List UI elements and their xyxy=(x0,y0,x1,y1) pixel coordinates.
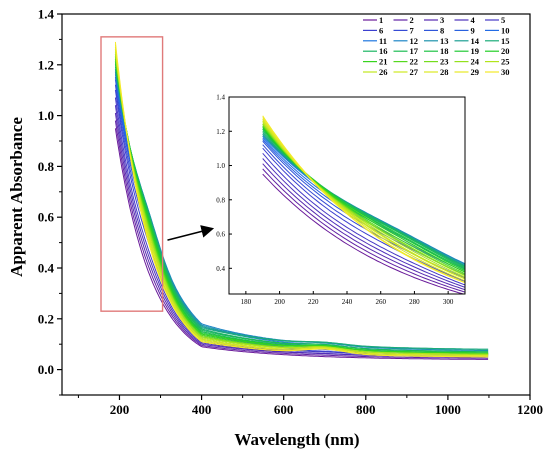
series-line-15 xyxy=(114,66,489,350)
y-axis-ticks: 0.0 0.2 0.4 0.6 0.8 1.0 1.2 1.4 xyxy=(38,7,62,396)
legend-label-27: 27 xyxy=(410,67,419,77)
inset-x-tick-label: 300 xyxy=(443,298,454,306)
y-tick-label: 1.2 xyxy=(38,57,54,72)
legend-label-26: 26 xyxy=(379,67,388,77)
legend-label-3: 3 xyxy=(440,15,444,25)
plot-border xyxy=(61,13,531,396)
legend-label-9: 9 xyxy=(471,25,475,35)
legend-label-11: 11 xyxy=(379,36,387,46)
legend-label-28: 28 xyxy=(440,67,449,77)
inset-x-tick-label: 180 xyxy=(241,298,252,306)
x-tick-label: 1200 xyxy=(517,402,543,417)
legend-label-2: 2 xyxy=(410,15,414,25)
inset-zoom-chart: 180 200 220 240 260 280 300 0.4 0.6 0.8 1.0 1.2 1.4 xyxy=(216,94,466,306)
legend-label-29: 29 xyxy=(471,67,480,77)
series-line-1 xyxy=(114,128,489,360)
legend-label-5: 5 xyxy=(501,15,505,25)
inset-series-line-2 xyxy=(262,168,465,293)
legend-label-14: 14 xyxy=(471,36,480,46)
x-axis-ticks: 200 400 600 800 1000 1200 xyxy=(77,395,543,417)
legend-label-24: 24 xyxy=(471,57,480,67)
legend-label-22: 22 xyxy=(410,57,419,67)
series-line-30 xyxy=(114,41,489,358)
legend-label-4: 4 xyxy=(471,15,476,25)
legend-label-23: 23 xyxy=(440,57,449,67)
y-tick-label: 0.6 xyxy=(38,210,55,225)
legend-label-13: 13 xyxy=(440,36,449,46)
y-tick-label: 0.8 xyxy=(38,159,55,174)
legend-label-17: 17 xyxy=(410,46,419,56)
legend-label-6: 6 xyxy=(379,25,383,35)
x-tick-label: 200 xyxy=(110,402,130,417)
inset-x-tick-label: 240 xyxy=(342,298,353,306)
x-axis-title: Wavelength (nm) xyxy=(234,430,359,449)
legend-label-19: 19 xyxy=(471,46,480,56)
inset-series-line-30 xyxy=(262,115,465,284)
x-tick-label: 1000 xyxy=(435,402,461,417)
legend-label-8: 8 xyxy=(440,25,444,35)
inset-y-tick-label: 1.0 xyxy=(216,162,225,170)
legend-label-10: 10 xyxy=(501,25,510,35)
inset-x-tick-label: 220 xyxy=(308,298,319,306)
x-tick-label: 400 xyxy=(192,402,212,417)
legend-label-1: 1 xyxy=(379,15,383,25)
series-line-25 xyxy=(114,51,489,355)
legend-label-25: 25 xyxy=(501,57,510,67)
legend-label-20: 20 xyxy=(501,46,510,56)
main-plot-area xyxy=(114,41,489,360)
legend-label-18: 18 xyxy=(440,46,449,56)
y-tick-label: 0.2 xyxy=(38,311,54,326)
y-tick-label: 1.4 xyxy=(38,7,55,22)
highlight-region-box xyxy=(100,36,164,312)
legend-label-16: 16 xyxy=(379,46,388,56)
inset-series-line-6 xyxy=(262,147,465,282)
series-line-2 xyxy=(114,120,489,359)
legend-label-15: 15 xyxy=(501,36,510,46)
zoom-arrow xyxy=(167,225,215,241)
inset-y-tick-label: 0.8 xyxy=(216,196,225,204)
y-axis-title: Apparent Absorbance xyxy=(7,117,26,277)
y-tick-label: 0.4 xyxy=(38,261,55,276)
series-line-28 xyxy=(114,46,489,357)
inset-y-tick-label: 0.6 xyxy=(216,231,225,239)
main-axes-frame xyxy=(61,13,531,396)
inset-series-line-5 xyxy=(262,152,465,286)
inset-y-tick-label: 1.2 xyxy=(216,128,225,136)
inset-curves xyxy=(262,115,465,294)
inset-y-tick-label: 0.4 xyxy=(216,265,225,273)
series-line-17 xyxy=(114,61,489,353)
series-line-21 xyxy=(114,56,489,354)
legend-label-12: 12 xyxy=(410,36,419,46)
inset-y-tick-label: 1.4 xyxy=(216,94,225,102)
legend-label-7: 7 xyxy=(410,25,415,35)
y-tick-label: 1.0 xyxy=(38,108,54,123)
inset-x-tick-label: 260 xyxy=(375,298,386,306)
legend-label-21: 21 xyxy=(379,57,388,67)
x-tick-label: 600 xyxy=(274,402,294,417)
x-tick-label: 800 xyxy=(356,402,376,417)
y-tick-label: 0.0 xyxy=(38,362,54,377)
inset-series-line-3 xyxy=(262,163,465,291)
inset-series-line-1 xyxy=(262,173,465,294)
legend-label-30: 30 xyxy=(501,67,510,77)
inset-x-tick-label: 280 xyxy=(409,298,420,306)
inset-series-line-4 xyxy=(262,158,465,288)
inset-x-tick-label: 200 xyxy=(274,298,285,306)
